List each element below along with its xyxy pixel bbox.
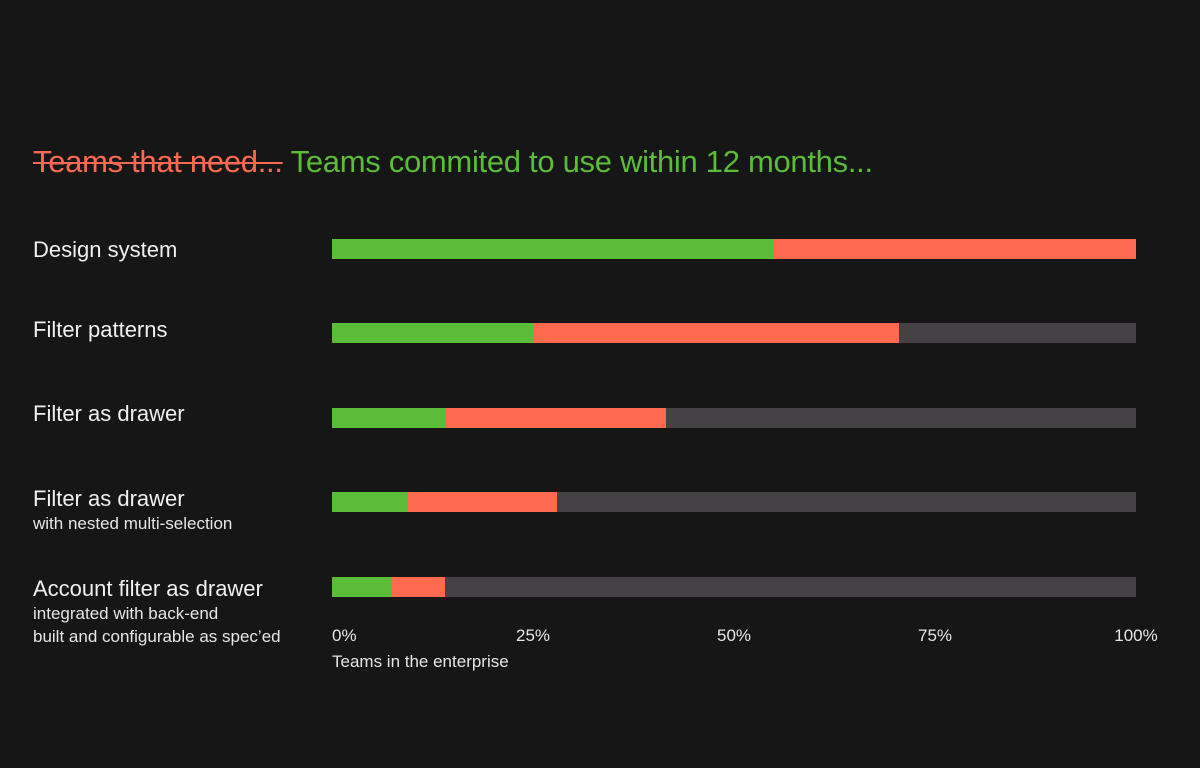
row-sublabel-text: built and configurable as spec’ed: [33, 627, 281, 646]
row-label: Design system: [33, 237, 177, 263]
row-label-text: Account filter as drawer: [33, 576, 263, 601]
bar-committed-segment: [332, 323, 533, 343]
bar-track: [332, 408, 1136, 428]
bar-committed-segment: [332, 492, 409, 512]
bar-track: [332, 323, 1136, 343]
row-label: Filter patterns: [33, 317, 168, 343]
x-tick-label: 0%: [332, 626, 357, 645]
bar-need-segment: [444, 408, 666, 428]
row-label-text: Filter patterns: [33, 317, 168, 342]
bar-committed-segment: [332, 239, 775, 259]
row-label: Account filter as drawer integrated with …: [33, 576, 281, 648]
bar-need-segment: [392, 577, 445, 597]
row-label-text: Filter as drawer: [33, 486, 185, 511]
bar-track: [332, 577, 1136, 597]
x-tick-label: 25%: [515, 626, 551, 645]
bar-need-segment: [533, 323, 899, 343]
bar-committed-segment: [332, 577, 393, 597]
x-tick-label: 75%: [917, 626, 953, 645]
row-label-text: Filter as drawer: [33, 401, 185, 426]
row-label-text: Design system: [33, 237, 178, 262]
title-main-text: Teams commited to use within 12 months..…: [290, 144, 873, 179]
row-label: Filter as drawer with nested multi-select…: [33, 486, 232, 535]
bar-committed-segment: [332, 408, 445, 428]
chart-title: Teams that need... Teams commited to use …: [33, 144, 873, 180]
row-sublabel-text: integrated with back-end: [33, 604, 219, 623]
x-tick-label: 100%: [1114, 626, 1158, 645]
title-struck-text: Teams that need...: [33, 144, 283, 179]
bar-need-segment: [774, 239, 1136, 259]
bar-track: [332, 239, 1136, 259]
row-label: Filter as drawer: [33, 401, 185, 427]
row-sublabel-text: with nested multi-selection: [33, 514, 233, 533]
x-axis-label: Teams in the enterprise: [332, 652, 509, 671]
bar-need-segment: [408, 492, 558, 512]
x-tick-label: 50%: [716, 626, 752, 645]
bar-track: [332, 492, 1136, 512]
